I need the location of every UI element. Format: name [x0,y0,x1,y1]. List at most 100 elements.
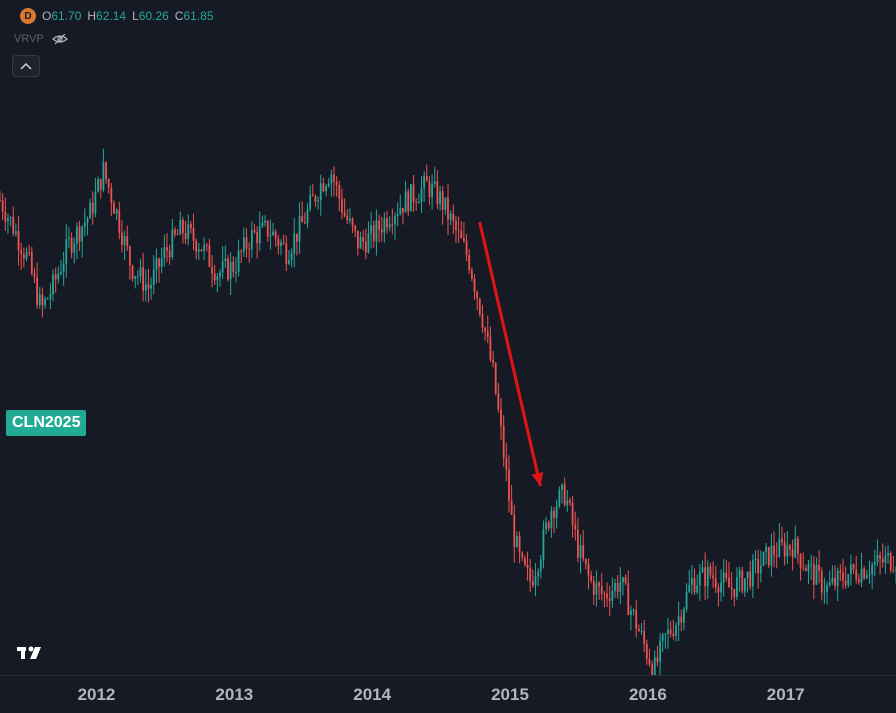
candle-body [667,629,669,635]
candle-body [534,576,537,586]
candle-body [399,207,402,215]
candle-body [696,585,699,593]
candle-body [70,237,73,253]
candle-body [455,220,457,231]
candle-body [478,298,481,315]
candle-body [460,230,463,239]
candle-body [221,261,224,273]
candle-body [219,272,221,277]
candle-body [675,625,677,637]
vrvp-indicator[interactable]: VRVP [14,32,68,46]
candle-body [500,409,502,426]
candle-body [245,237,248,249]
candle-body [868,574,871,576]
candle-body [489,336,492,360]
candle-body [325,186,327,192]
candle-body [879,555,881,559]
tradingview-logo-icon[interactable] [17,644,47,662]
candle-body [818,565,821,572]
candle-body [171,229,174,258]
candle-body [433,181,436,184]
candle-body [720,582,722,593]
candle-body [4,211,7,222]
candle-body [439,191,441,205]
candle-body [452,213,455,221]
candle-body [579,545,582,558]
candle-body [277,238,280,246]
candle-body [288,260,290,264]
candle-body [762,552,765,566]
candle-body [386,218,388,228]
annotation-layer [478,221,544,487]
candle-body [693,578,696,593]
candle-body [264,220,266,223]
candle-body [412,184,415,203]
candle-body [494,363,497,394]
candle-body [773,545,775,556]
candle-body [587,563,590,576]
candle-body [144,284,147,291]
ohlc-legend: D O61.70 H62.14 L60.26 C61.85 [20,7,214,25]
candle-body [778,538,781,557]
candle-body [311,195,314,197]
candle-body [118,209,121,233]
candle-body [463,238,465,242]
candles-layer [0,148,896,676]
candle-body [651,664,654,676]
candle-body [887,552,889,556]
candle-body [781,538,783,543]
candle-body [298,215,301,242]
collapse-legend-button[interactable] [12,55,40,77]
candle-body [637,629,640,632]
candle-body [672,633,675,637]
candle-body [608,598,611,602]
candle-body [25,251,28,259]
candle-body [449,213,452,220]
candle-body [179,219,182,235]
candle-body [168,250,171,258]
candle-body [184,232,187,240]
candle-body [873,562,876,565]
interval-badge[interactable]: D [20,8,36,24]
candle-body [714,578,717,588]
candle-body [640,630,643,632]
candle-body [701,567,704,573]
candle-body [89,202,92,219]
candle-body [7,218,9,222]
candle-body [441,191,444,210]
candle-body [136,276,139,278]
candle-body [317,200,320,202]
candle-body [346,215,349,221]
candle-body [630,610,632,615]
candle-body [794,538,797,558]
x-tick-label: 2015 [491,685,529,704]
candle-body [17,231,20,251]
candle-body [860,568,863,583]
candle-body [473,278,476,293]
candle-body [121,232,123,246]
price-plot[interactable] [0,0,896,676]
candle-body [0,200,1,201]
candle-body [804,568,807,572]
candle-body [569,500,571,503]
candle-body [492,359,494,364]
trend-arrow-line[interactable] [478,221,542,487]
candle-body [232,261,235,273]
candle-body [293,233,296,254]
candle-body [828,582,831,586]
candle-body [757,559,760,574]
candle-body [470,269,473,279]
candle-body [754,559,757,561]
candle-body [656,657,659,662]
candle-body [415,202,418,204]
candle-body [836,570,839,587]
candle-body [725,572,728,578]
eye-slash-icon[interactable] [51,32,68,46]
candle-body [409,184,412,212]
candle-body [847,574,850,585]
time-axis[interactable]: 2012 2013 2014 2015 2016 2017 [0,675,896,713]
symbol-price-label: CLN2025 [6,410,87,436]
candle-body [309,195,312,210]
candle-body [484,327,487,332]
candle-body [147,284,150,289]
